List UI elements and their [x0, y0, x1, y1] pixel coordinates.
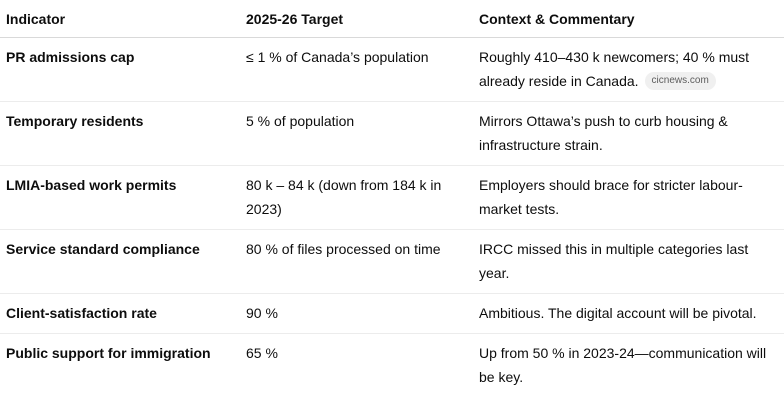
table-row: Temporary residents 5 % of population Mi…	[0, 101, 784, 166]
indicator-cell: PR admissions cap	[0, 37, 240, 102]
table-row: Client-satisfaction rate 90 % Ambitious.…	[0, 293, 784, 334]
context-cell: Mirrors Ottawa’s push to curb housing & …	[473, 101, 784, 166]
context-cell: Roughly 410–430 k newcomers; 40 % must a…	[473, 37, 784, 102]
indicator-cell: LMIA-based work permits	[0, 165, 240, 230]
table-row: Service standard compliance 80 % of file…	[0, 229, 784, 294]
header-indicator: Indicator	[0, 0, 240, 38]
context-cell: Employers should brace for stricter labo…	[473, 165, 784, 230]
indicator-cell: Service standard compliance	[0, 229, 240, 294]
targets-table: Indicator 2025-26 Target Context & Comme…	[0, 0, 784, 398]
table-row: Public support for immigration 65 % Up f…	[0, 334, 784, 398]
context-cell: Up from 50 % in 2023-24—communication wi…	[479, 345, 767, 385]
header-context: Context & Commentary	[473, 0, 784, 38]
indicator-cell: Public support for immigration	[6, 345, 211, 361]
context-text: Roughly 410–430 k newcomers; 40 % must a…	[479, 49, 750, 89]
table-header-row: Indicator 2025-26 Target Context & Comme…	[0, 0, 784, 38]
source-citation-chip[interactable]: cicnews.com	[644, 72, 716, 91]
target-cell: 80 k – 84 k (down from 184 k in 2023)	[240, 165, 473, 230]
target-cell: 65 %	[246, 345, 278, 361]
context-cell: Ambitious. The digital account will be p…	[473, 293, 784, 334]
target-cell: ≤ 1 % of Canada’s population	[240, 37, 473, 102]
table-row: LMIA-based work permits 80 k – 84 k (dow…	[0, 165, 784, 230]
header-target: 2025-26 Target	[240, 0, 473, 38]
target-cell: 80 % of files processed on time	[240, 229, 473, 294]
target-cell: 90 %	[240, 293, 473, 334]
indicator-cell: Client-satisfaction rate	[0, 293, 240, 334]
target-cell: 5 % of population	[240, 101, 473, 166]
context-cell: IRCC missed this in multiple categories …	[473, 229, 784, 294]
indicator-cell: Temporary residents	[0, 101, 240, 166]
table-row: PR admissions cap ≤ 1 % of Canada’s popu…	[0, 37, 784, 102]
